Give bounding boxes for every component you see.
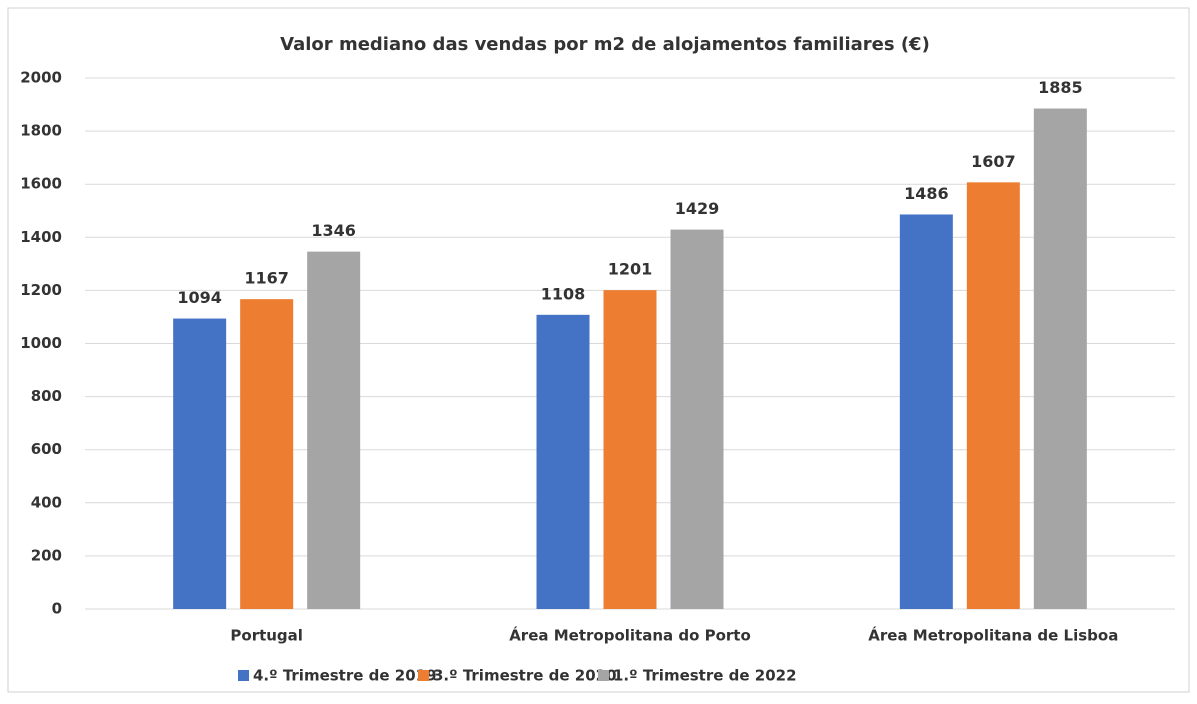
x-tick-label: Área Metropolitana de Lisboa bbox=[868, 626, 1118, 645]
legend-swatch bbox=[238, 670, 249, 681]
bar bbox=[173, 318, 227, 609]
data-label: 1094 bbox=[177, 288, 222, 307]
bar bbox=[1033, 108, 1087, 609]
y-tick-label: 400 bbox=[31, 493, 62, 511]
data-label: 1429 bbox=[675, 199, 720, 218]
data-label: 1607 bbox=[971, 152, 1016, 171]
y-tick-label: 1800 bbox=[20, 122, 62, 140]
chart-title: Valor mediano das vendas por m2 de aloja… bbox=[280, 34, 930, 55]
y-tick-label: 600 bbox=[31, 440, 62, 458]
legend-swatch bbox=[598, 670, 609, 681]
x-tick-label: Portugal bbox=[230, 627, 303, 645]
data-label: 1346 bbox=[311, 221, 356, 240]
y-tick-label: 1600 bbox=[20, 175, 62, 193]
bar bbox=[603, 290, 657, 609]
bar bbox=[670, 229, 724, 609]
y-tick-label: 200 bbox=[31, 546, 62, 564]
y-tick-label: 800 bbox=[31, 387, 62, 405]
data-label: 1167 bbox=[244, 269, 289, 288]
legend-label: 1.º Trimestre de 2022 bbox=[613, 667, 797, 685]
y-tick-label: 1400 bbox=[20, 228, 62, 246]
data-label: 1108 bbox=[541, 284, 586, 303]
bar bbox=[240, 299, 294, 609]
data-label: 1486 bbox=[904, 184, 949, 203]
y-tick-label: 1000 bbox=[20, 334, 62, 352]
data-label: 1885 bbox=[1038, 78, 1083, 97]
bar bbox=[307, 251, 361, 609]
data-label: 1201 bbox=[608, 260, 653, 279]
bar bbox=[966, 182, 1020, 610]
legend-swatch bbox=[418, 670, 429, 681]
legend-label: 3.º Trimestre de 2020 bbox=[433, 667, 617, 685]
y-tick-label: 2000 bbox=[20, 69, 62, 87]
y-tick-label: 0 bbox=[52, 600, 62, 618]
x-tick-label: Área Metropolitana do Porto bbox=[509, 626, 751, 645]
legend-label: 4.º Trimestre de 2019 bbox=[253, 667, 437, 685]
y-tick-label: 1200 bbox=[20, 281, 62, 299]
bar bbox=[536, 314, 590, 609]
bar bbox=[899, 214, 953, 610]
